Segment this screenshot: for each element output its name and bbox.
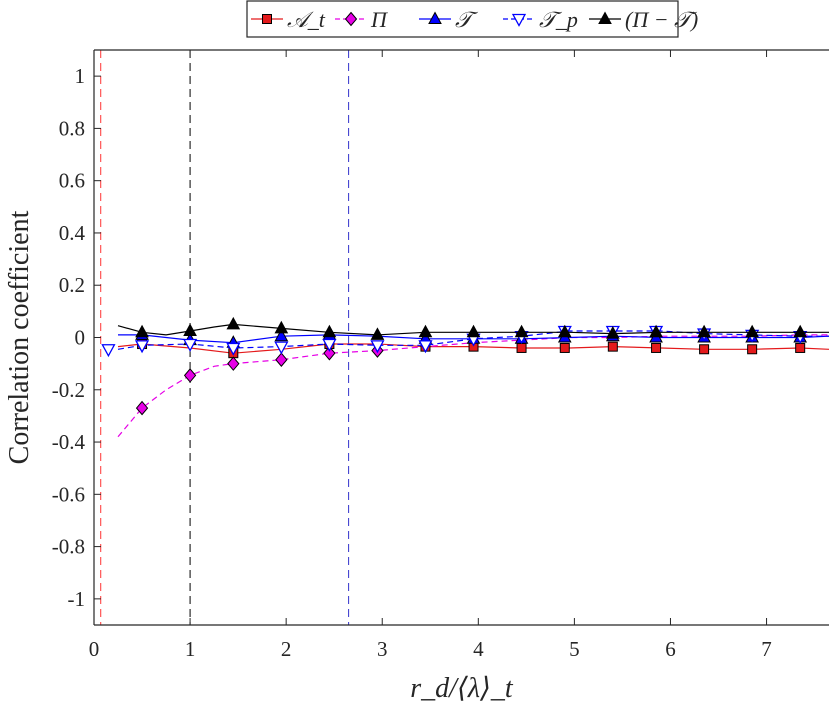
legend-label-1: Π (370, 7, 388, 32)
y-axis-title: Correlation coefficient (4, 210, 35, 464)
series-3-point-7 (418, 340, 433, 354)
series-4-point-9 (557, 324, 572, 338)
axes: 0 1 2 3 4 5 6 7 1 0.8 0.6 0.4 0.2 0 -0.2 -0.4 -0.6 -0.8 -1… (4, 49, 829, 704)
series-2-point-3 (274, 328, 289, 342)
legend-marker-4 (598, 11, 612, 24)
series-1-point-4 (323, 345, 336, 361)
series-3-point-5 (322, 338, 337, 352)
series-4-point-7 (466, 324, 481, 338)
x-tick-label: 2 (281, 637, 292, 661)
x-axis-title: r_d/⟨λ⟩_t (410, 673, 514, 704)
x-tick-label: 4 (473, 637, 484, 661)
series-4-point-5 (370, 327, 385, 340)
series-group (101, 316, 829, 438)
legend-label-4: (Π − 𝒯) (625, 7, 698, 32)
series-4-point-1 (183, 323, 197, 336)
series-1-point-3 (275, 352, 288, 367)
series-3-point-1 (134, 340, 150, 354)
x-tick-label: 3 (377, 637, 388, 661)
x-tick-label: 7 (761, 637, 772, 661)
series-3-point-3 (226, 342, 241, 356)
plot-area (100, 50, 829, 625)
y-tick-label: -1 (68, 587, 86, 611)
legend-marker-0 (262, 14, 272, 24)
series-1-point-0 (135, 400, 149, 416)
series-0-point-6 (559, 342, 570, 353)
series-4-point-6 (418, 324, 433, 338)
series-1-point-2 (227, 356, 240, 371)
y-tick-label: -0.4 (52, 430, 86, 454)
legend-label-3: 𝒯_p (539, 7, 578, 32)
series-0-point-8 (651, 342, 662, 353)
x-tick-label: 0 (89, 637, 100, 661)
x-tick-label: 1 (185, 637, 196, 661)
x-tick-label: 5 (569, 637, 580, 661)
series-4-point-2 (226, 316, 241, 330)
series-3-point-4 (274, 341, 289, 355)
series-0-point-7 (607, 341, 618, 352)
series-3-point-6 (370, 340, 385, 354)
x-tick-label: 6 (665, 637, 676, 661)
series-3-point-2 (182, 338, 198, 352)
series-4-point-11 (649, 324, 663, 338)
legend-marker-3 (511, 13, 527, 27)
legend-label-0: 𝒜_t (287, 7, 326, 32)
series-4-point-14 (793, 324, 808, 338)
y-tick-label: -0.6 (52, 482, 85, 506)
legend-marker-1 (344, 11, 358, 27)
series-0-point-5 (516, 342, 527, 353)
series-4-point-8 (514, 324, 529, 338)
series-0-point-9 (699, 344, 710, 355)
y-tick-label: 0.6 (59, 169, 85, 193)
series-4-point-13 (745, 324, 759, 338)
series-4 (117, 316, 829, 340)
series-1-point-1 (183, 368, 197, 383)
series-0-point-10 (747, 344, 758, 355)
y-tick-label: 0 (75, 326, 86, 350)
legend-marker-2 (428, 11, 442, 24)
series-4-point-3 (274, 320, 289, 334)
series-4-point-12 (697, 324, 711, 338)
y-tick-label: 1 (75, 64, 86, 88)
series-4-point-10 (605, 326, 620, 339)
y-tick-label: -0.8 (52, 535, 85, 559)
y-tick-label: 0.2 (59, 273, 85, 297)
y-tick-label: -0.2 (52, 378, 85, 402)
y-tick-label: 0.4 (59, 221, 86, 245)
series-4-point-4 (322, 324, 337, 338)
legend: 𝒜_t Π 𝒯 𝒯_p (Π − 𝒯) (246, 0, 698, 38)
series-0-point-11 (795, 342, 806, 353)
y-tick-label: 0.8 (59, 116, 85, 140)
series-4-point-0 (135, 324, 149, 338)
series-3-point-0 (101, 344, 116, 358)
series-line-3 (117, 330, 829, 350)
